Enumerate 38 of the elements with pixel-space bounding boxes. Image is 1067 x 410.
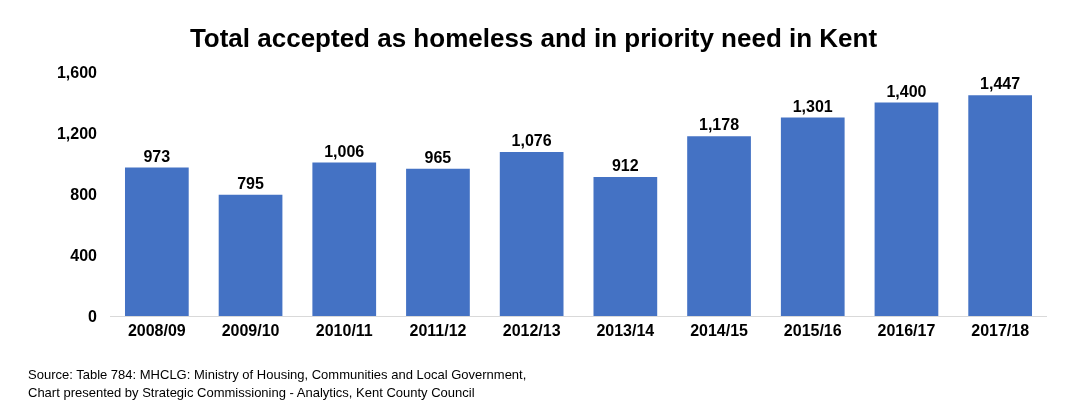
y-tick-label: 400 <box>70 246 98 264</box>
data-label: 795 <box>237 174 264 192</box>
bar <box>218 194 283 316</box>
x-tick-label: 2015/16 <box>783 322 842 340</box>
bar <box>312 162 377 316</box>
x-tick-label: 2008/09 <box>127 322 186 340</box>
x-tick-label: 2012/13 <box>502 322 561 340</box>
y-tick-label: 0 <box>88 307 98 325</box>
x-tick-label: 2011/12 <box>409 322 467 340</box>
data-label: 965 <box>424 148 452 166</box>
x-tick-label: 2010/11 <box>315 322 373 340</box>
y-tick-label: 1,200 <box>56 124 98 142</box>
data-label: 1,447 <box>980 75 1021 93</box>
x-tick-label: 2017/18 <box>971 322 1030 340</box>
data-label: 1,076 <box>511 131 552 149</box>
bar <box>874 102 939 316</box>
x-tick-label: 2013/14 <box>596 322 655 340</box>
bar <box>687 136 751 316</box>
chart-title: Total accepted as homeless and in priority need in Kent <box>189 22 878 53</box>
x-tick-label: 2009/10 <box>221 322 280 340</box>
bar <box>780 117 845 316</box>
y-tick-label: 800 <box>70 185 98 203</box>
bar <box>968 95 1033 316</box>
bar <box>499 151 564 316</box>
bar <box>124 167 189 316</box>
x-tick-label: 2016/17 <box>877 322 936 340</box>
data-label: 973 <box>143 147 171 165</box>
data-label: 1,006 <box>324 142 365 160</box>
x-tick-label: 2014/15 <box>690 322 749 340</box>
data-label: 1,400 <box>886 82 927 100</box>
bar <box>593 176 658 316</box>
text: Chart presented by Strategic Commissioning - Analytics, Kent County Council <box>28 385 475 400</box>
source-note: Source: Table 784: MHCLG: Ministry of Housing, Communities and Local Government, <box>28 367 527 382</box>
y-tick-label: 1,600 <box>56 63 98 81</box>
data-label: 912 <box>611 156 639 174</box>
data-label: 1,301 <box>792 97 833 115</box>
bar <box>406 168 470 316</box>
data-label: 1,178 <box>698 116 740 134</box>
